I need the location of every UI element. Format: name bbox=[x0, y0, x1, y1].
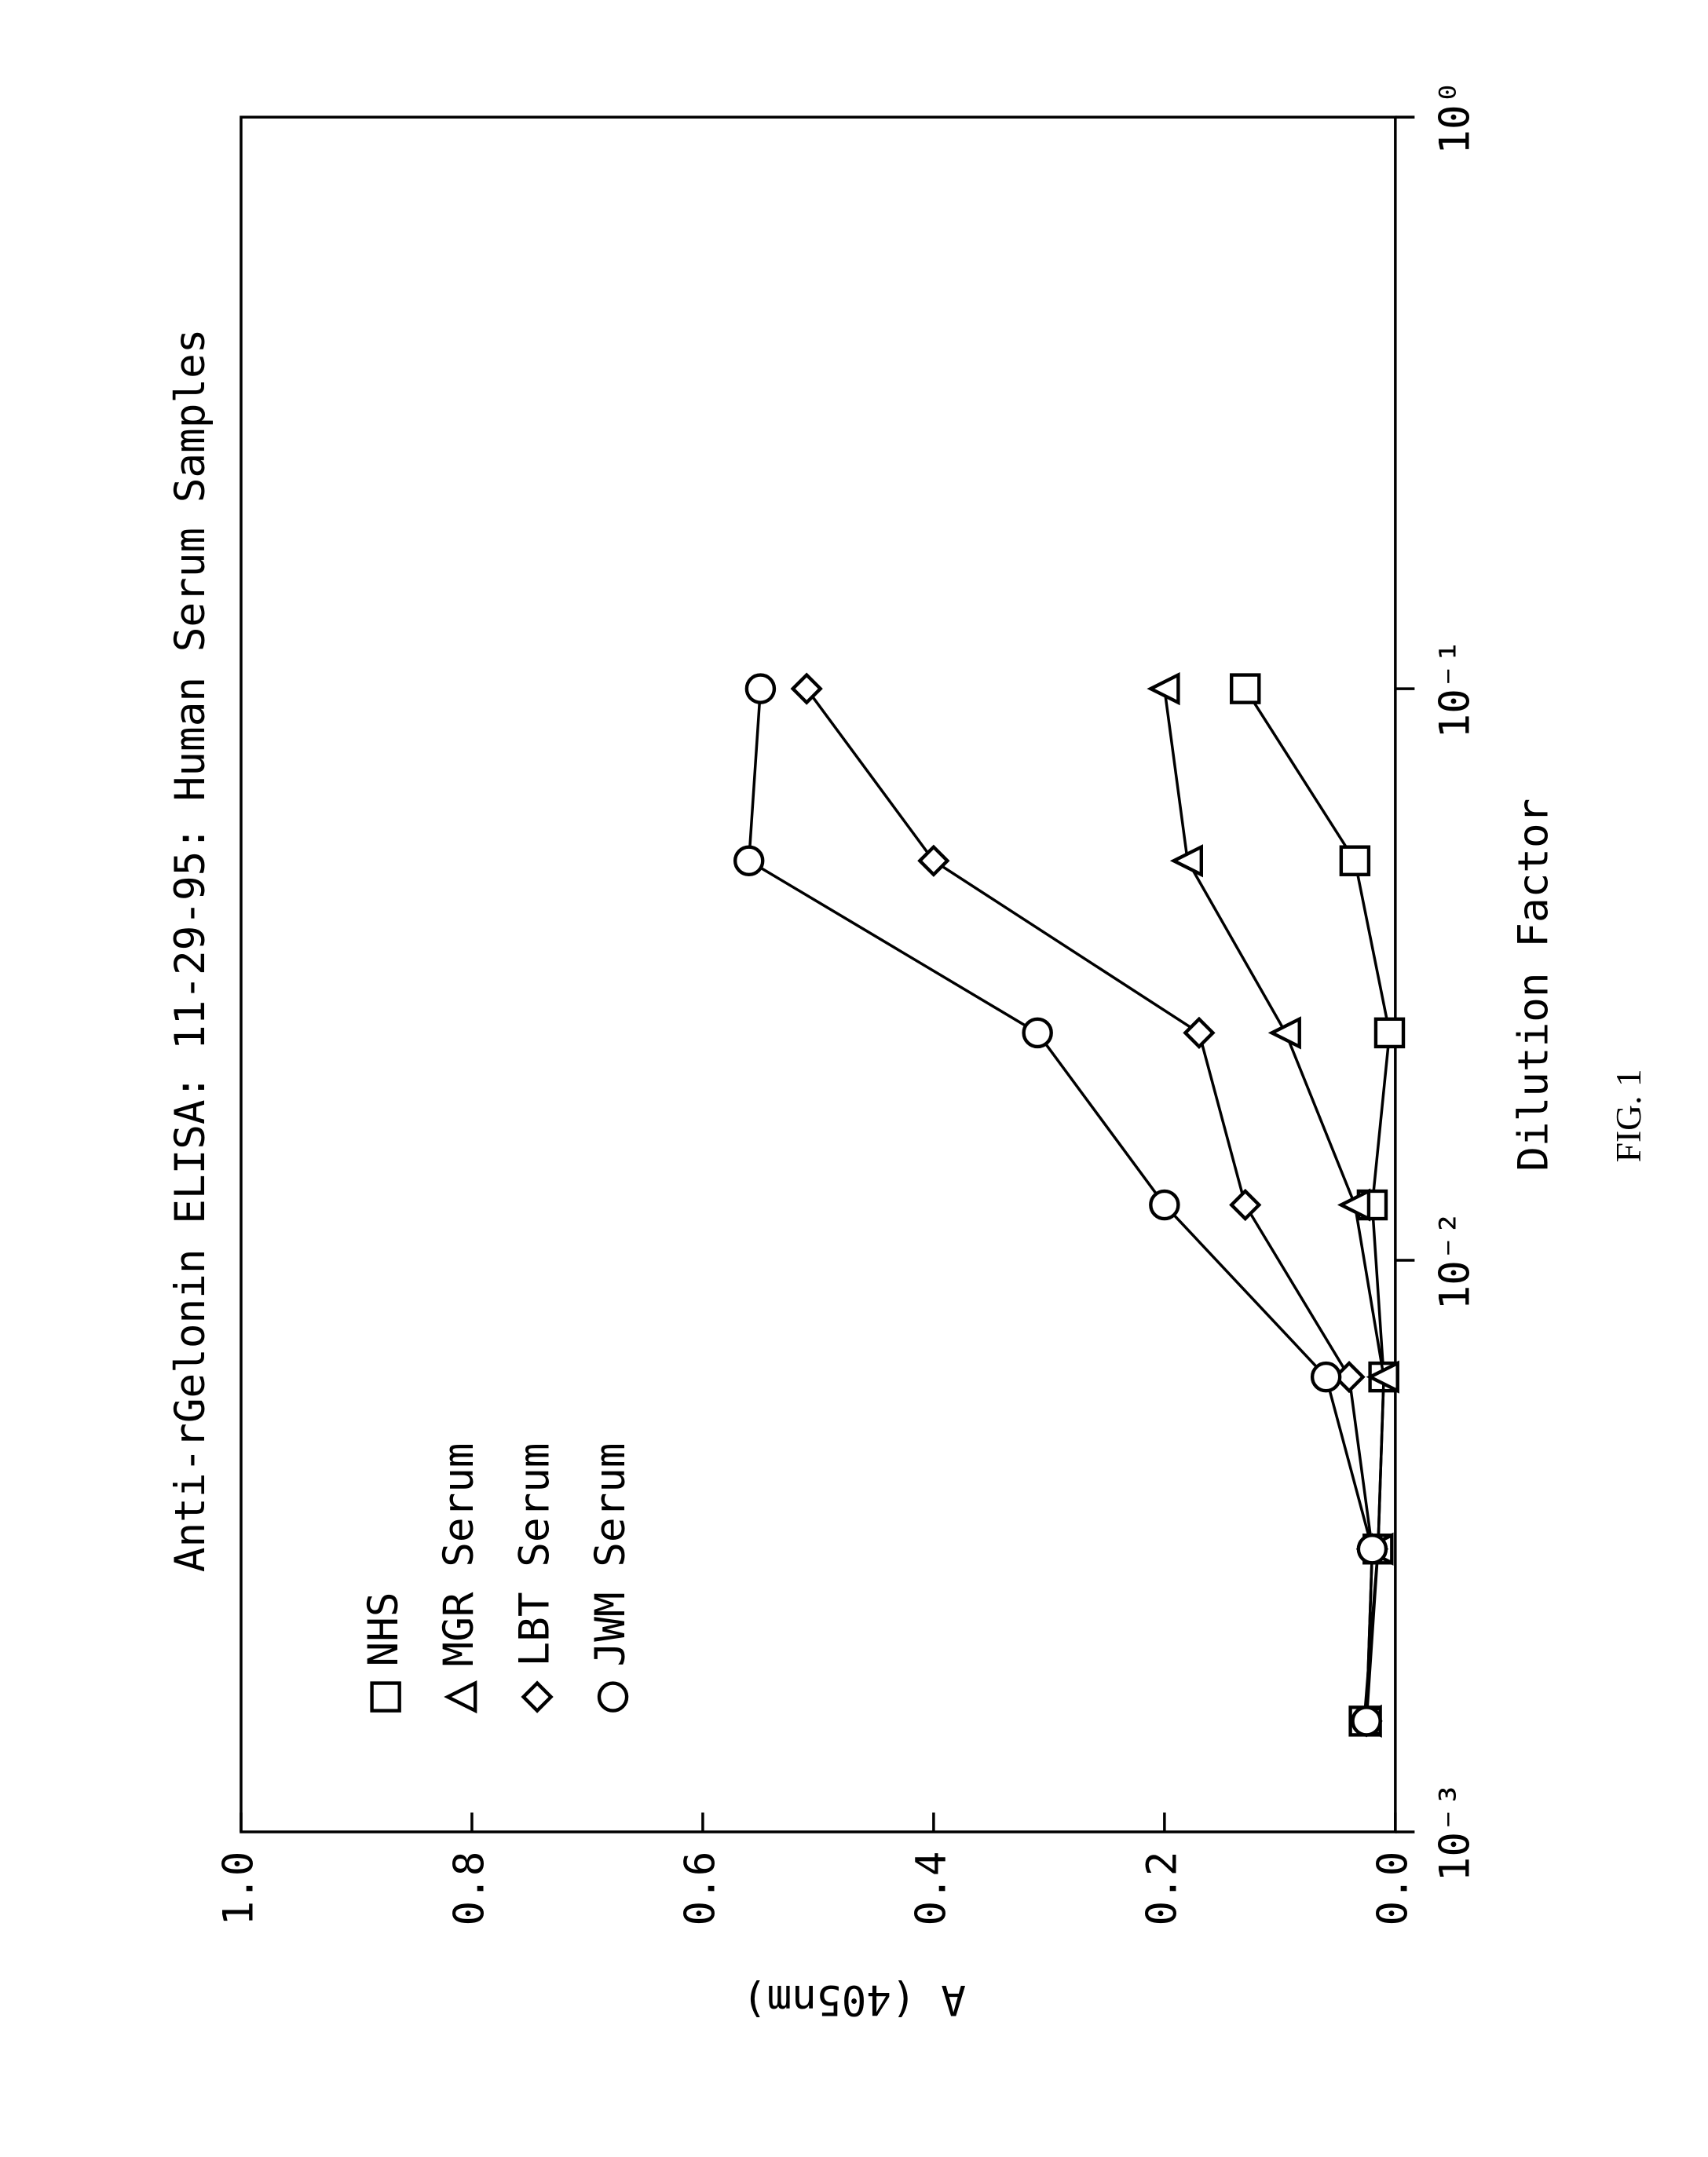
legend-label: MGR Serum bbox=[435, 1442, 483, 1666]
figure-caption: FIG. 1 bbox=[1608, 1069, 1648, 1162]
chart: Anti-rGelonin ELISA: 11-29-95: Human Ser… bbox=[0, 0, 1708, 2157]
data-point bbox=[1376, 1019, 1403, 1047]
x-tick-label: 10⁻² bbox=[1431, 1211, 1479, 1311]
legend-symbol bbox=[372, 1684, 400, 1711]
y-tick-label: 0.4 bbox=[908, 1852, 956, 1926]
y-axis-label: A (405nm) bbox=[742, 1976, 966, 2024]
legend-label: JWM Serum bbox=[587, 1442, 635, 1666]
data-point bbox=[1024, 1019, 1051, 1047]
plot-frame bbox=[241, 117, 1395, 1832]
data-point bbox=[1150, 1191, 1178, 1219]
data-point bbox=[1272, 1019, 1300, 1047]
legend-label: NHS bbox=[360, 1592, 408, 1666]
series-line bbox=[749, 689, 1373, 1721]
series-line bbox=[806, 689, 1372, 1721]
chart-title: Anti-rGelonin ELISA: 11-29-95: Human Ser… bbox=[166, 329, 214, 1573]
data-point bbox=[793, 675, 821, 703]
x-tick-label: 10⁻³ bbox=[1431, 1782, 1479, 1882]
data-point bbox=[1341, 847, 1369, 875]
legend-symbol bbox=[448, 1684, 475, 1711]
y-tick-label: 0.0 bbox=[1369, 1852, 1417, 1926]
y-tick-label: 0.2 bbox=[1138, 1852, 1186, 1926]
data-point bbox=[920, 847, 947, 875]
legend-symbol bbox=[524, 1684, 551, 1711]
legend-symbol bbox=[599, 1684, 627, 1711]
data-point bbox=[1341, 1191, 1369, 1219]
legend-label: LBT Serum bbox=[511, 1442, 559, 1666]
x-tick-label: 10⁰ bbox=[1431, 80, 1479, 155]
data-point bbox=[747, 675, 774, 703]
y-tick-label: 1.0 bbox=[215, 1852, 263, 1926]
y-tick-label: 0.8 bbox=[446, 1852, 494, 1926]
x-tick-label: 10⁻¹ bbox=[1431, 639, 1479, 739]
data-point bbox=[1231, 675, 1259, 703]
x-axis-label: Dilution Factor bbox=[1509, 799, 1557, 1172]
data-point bbox=[1359, 1535, 1386, 1563]
data-point bbox=[1231, 1191, 1259, 1219]
data-point bbox=[1185, 1019, 1212, 1047]
data-point bbox=[735, 847, 763, 875]
data-point bbox=[1312, 1363, 1340, 1391]
y-tick-label: 0.6 bbox=[677, 1852, 725, 1926]
page: Anti-rGelonin ELISA: 11-29-95: Human Ser… bbox=[0, 0, 1708, 2157]
data-point bbox=[1353, 1707, 1381, 1735]
